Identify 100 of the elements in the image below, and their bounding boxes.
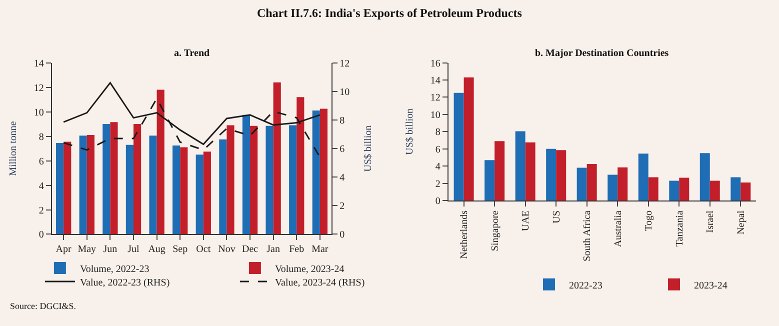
bar <box>172 145 180 234</box>
y2-tick-label: 10 <box>340 86 350 98</box>
y2-tick-label: 6 <box>340 144 345 156</box>
x-tick-label: Jul <box>128 244 140 256</box>
x-tick-label: UAE <box>520 210 532 232</box>
x-tick-label: Nov <box>218 244 236 256</box>
bar <box>730 177 741 201</box>
bar <box>608 174 618 201</box>
bar <box>454 92 464 201</box>
bar <box>79 136 87 234</box>
bar <box>515 131 526 201</box>
legend-label: 2022-23 <box>569 280 602 292</box>
y2-tick-label: 2 <box>340 201 345 212</box>
y-tick-label: 4 <box>435 162 440 173</box>
bar <box>700 153 710 201</box>
legend-label: Value, 2022-23 (RHS) <box>80 277 170 288</box>
x-tick-label: US <box>551 210 562 224</box>
x-tick-label: Sep <box>172 244 188 256</box>
x-tick-label: Oct <box>196 244 211 256</box>
y-tick-label: 6 <box>435 144 440 156</box>
y2-tick-label: 4 <box>340 172 345 184</box>
bar <box>203 152 211 234</box>
bar <box>242 114 250 234</box>
bar <box>312 110 320 234</box>
bar <box>638 154 648 201</box>
x-tick-label: Tanzania <box>674 210 686 246</box>
y-tick-label: 4 <box>38 180 44 192</box>
legend-label: 2023-24 <box>694 280 728 292</box>
bar <box>219 139 227 234</box>
chart-subtitle: b. Major Destination Countries <box>535 48 669 59</box>
y-tick-label: 6 <box>38 156 44 168</box>
bar <box>149 136 157 234</box>
y-tick-label: 10 <box>430 110 440 121</box>
x-tick-label: Singapore <box>490 210 501 252</box>
bar <box>196 154 204 234</box>
y-tick-label: 0 <box>435 196 440 208</box>
bar <box>156 90 164 234</box>
text: Chart II.7.6: India's Exports of Petroleum Products <box>257 6 522 20</box>
bar <box>126 144 134 234</box>
y-tick-label: 2 <box>38 205 44 216</box>
x-tick-label: Nepal <box>736 210 747 234</box>
bar <box>273 82 281 234</box>
y-tick-label: 10 <box>34 107 44 118</box>
y-tick-label: 2 <box>435 178 440 190</box>
y-tick-label: 14 <box>430 76 440 87</box>
y-tick-label: 8 <box>38 132 44 143</box>
x-tick-label: Jan <box>266 244 280 256</box>
bar <box>64 142 72 234</box>
bar <box>266 126 274 234</box>
y2-tick-label: 0 <box>340 230 345 241</box>
y-tick-label: 8 <box>435 127 440 138</box>
x-tick-label: South Africa <box>582 210 594 262</box>
x-tick-label: Aug <box>148 244 166 256</box>
chart-subtitle: a. Trend <box>174 48 210 59</box>
bar <box>556 150 566 201</box>
y-axis-title: Million tonne <box>8 120 19 176</box>
bar <box>226 125 234 234</box>
source-note: Source: DGCI&S. <box>10 301 76 311</box>
bar <box>669 180 680 201</box>
bar <box>740 182 751 201</box>
x-tick-label: Israel <box>705 210 716 233</box>
y2-tick-label: 12 <box>340 58 350 70</box>
bar <box>494 141 505 201</box>
bar <box>289 125 297 234</box>
y-tick-label: 16 <box>430 58 440 70</box>
bar <box>618 167 628 201</box>
x-tick-label: Mar <box>312 244 329 256</box>
bar <box>710 180 720 201</box>
bar <box>250 126 258 234</box>
y-tick-label: 14 <box>34 58 44 70</box>
bar <box>484 160 495 201</box>
y-tick-label: 12 <box>430 92 440 104</box>
bar <box>464 77 474 201</box>
bar <box>525 142 536 201</box>
x-tick-label: Feb <box>289 244 304 256</box>
x-tick-label: Australia <box>612 210 624 248</box>
bar <box>180 147 188 234</box>
bar <box>133 124 142 234</box>
bar <box>679 178 690 201</box>
bar <box>586 164 597 201</box>
bar <box>86 135 94 234</box>
y2-axis-title: US$ billion <box>363 125 374 172</box>
legend-label: Volume, 2023-24 <box>274 264 344 275</box>
x-tick-label: Jun <box>103 244 118 256</box>
bar <box>56 143 64 234</box>
bar <box>576 168 587 201</box>
x-tick-label: Togo <box>644 210 655 231</box>
x-tick-label: May <box>78 244 96 256</box>
x-tick-label: Apr <box>56 244 72 256</box>
legend-label: Value, 2023-24 (RHS) <box>274 277 365 288</box>
y-axis-title: US$ billion <box>404 108 416 155</box>
x-tick-label: Netherlands <box>459 210 470 259</box>
x-tick-label: Dec <box>242 244 259 256</box>
legend-label: Volume, 2022-23 <box>80 264 150 275</box>
bar <box>110 122 118 234</box>
y2-tick-label: 8 <box>340 115 345 126</box>
bar <box>320 108 328 234</box>
bar <box>648 177 658 201</box>
bar <box>102 124 110 234</box>
y-tick-label: 12 <box>34 82 44 94</box>
